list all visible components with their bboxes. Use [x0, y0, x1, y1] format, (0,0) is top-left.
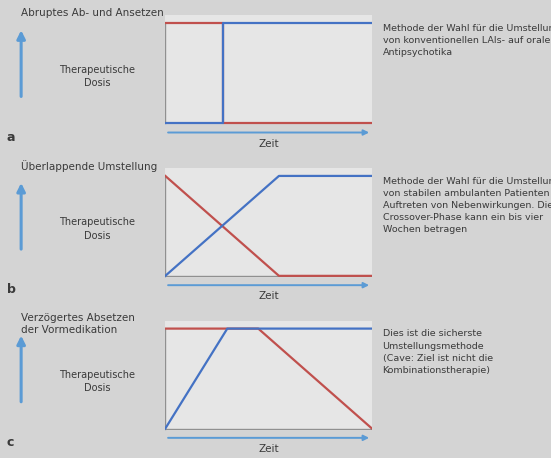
Text: Methode der Wahl für die Umstellung
von konventionellen LAIs- auf orale
Antipsyc: Methode der Wahl für die Umstellung von …: [382, 24, 551, 57]
Text: Dies ist die sicherste
Umstellungsmethode
(Cave: Ziel ist nicht die
Kombinations: Dies ist die sicherste Umstellungsmethod…: [382, 329, 493, 375]
Text: Zeit: Zeit: [258, 138, 279, 148]
Text: a: a: [7, 131, 15, 143]
Text: Zeit: Zeit: [258, 291, 279, 301]
Text: Überlappende Umstellung: Überlappende Umstellung: [21, 160, 158, 172]
Text: Verzögertes Absetzen
der Vormedikation: Verzögertes Absetzen der Vormedikation: [21, 313, 135, 335]
Text: Zeit: Zeit: [258, 444, 279, 454]
Text: Abruptes Ab- und Ansetzen: Abruptes Ab- und Ansetzen: [21, 8, 164, 18]
Text: b: b: [7, 283, 15, 296]
Text: Therapeutische
Dosis: Therapeutische Dosis: [60, 65, 136, 88]
Text: c: c: [7, 436, 14, 449]
Text: Methode der Wahl für die Umstellung
von stabilen ambulanten Patienten bei
Auftre: Methode der Wahl für die Umstellung von …: [382, 177, 551, 234]
Text: Therapeutische
Dosis: Therapeutische Dosis: [60, 370, 136, 393]
Text: Therapeutische
Dosis: Therapeutische Dosis: [60, 218, 136, 240]
